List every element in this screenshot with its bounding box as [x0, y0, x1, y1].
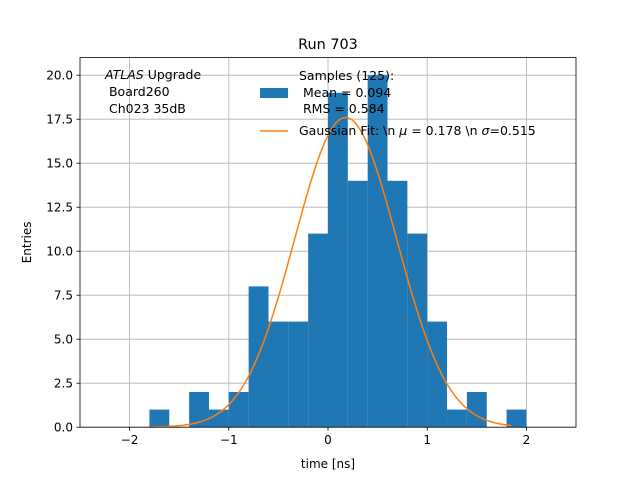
histogram-bar: [228, 392, 249, 428]
annotation-line2: Board260: [105, 84, 170, 99]
x-tick-label: 1: [423, 433, 431, 447]
y-tick-label: 20.0: [46, 69, 73, 83]
legend-samples-line2: Mean = 0.094: [299, 85, 391, 100]
legend-samples-swatch: [260, 88, 288, 98]
histogram-bar: [427, 321, 448, 428]
x-tick-label: 0: [324, 433, 332, 447]
histogram-bar: [407, 233, 428, 428]
gaussian-fit: [149, 116, 512, 428]
y-tick-label: 12.5: [46, 201, 73, 215]
legend-samples-line3: RMS = 0.584: [299, 101, 385, 116]
y-tick-label: 5.0: [54, 333, 73, 347]
histogram-bar: [367, 75, 388, 428]
histogram-bar: [208, 409, 229, 428]
y-tick-label: 17.5: [46, 113, 73, 127]
histogram-bar: [506, 409, 527, 428]
gaussian-fit-curve: [149, 116, 512, 428]
x-axis-label: time [ns]: [301, 457, 355, 471]
histogram-bar: [347, 180, 368, 428]
y-tick-label: 10.0: [46, 245, 73, 259]
histogram-bar: [387, 180, 408, 428]
annotation-upgrade: Upgrade: [144, 67, 202, 82]
x-tick-label: 2: [523, 433, 531, 447]
histogram-bar: [447, 409, 467, 428]
y-tick-label: 15.0: [46, 157, 73, 171]
legend-fit-label: Gaussian Fit: \n μ = 0.178 \n σ=0.515: [299, 123, 536, 138]
histogram-bar: [308, 233, 328, 428]
annotation-line1: ATLAS Upgrade: [104, 67, 201, 82]
histogram-bar: [189, 392, 209, 428]
legend: Samples (125): Mean = 0.094 RMS = 0.584 …: [260, 68, 536, 138]
histogram-bar: [288, 321, 309, 428]
annotation-atlas: ATLAS: [104, 67, 144, 82]
histogram-bar: [248, 286, 269, 428]
y-tick-label: 0.0: [54, 421, 73, 435]
x-tick-label: −1: [220, 433, 238, 447]
histogram-bars: [149, 75, 527, 428]
annotation-line3: Ch023 35dB: [105, 101, 186, 116]
y-tick-label: 7.5: [54, 289, 73, 303]
y-axis-label: Entries: [20, 222, 34, 264]
histogram-bar: [466, 392, 487, 428]
y-axis-ticks: 0.0 2.5 5.0 7.5 10.0 12.5 15.0 17.5 20.0: [46, 69, 80, 435]
histogram-bar: [328, 92, 348, 428]
histogram-bar: [268, 321, 289, 428]
atlas-annotation: ATLAS Upgrade Board260 Ch023 35dB: [104, 67, 201, 116]
x-axis-ticks: −2 −1 0 1 2: [121, 427, 530, 447]
histogram-bar: [149, 409, 170, 428]
y-tick-label: 2.5: [54, 377, 73, 391]
legend-samples-line1: Samples (125):: [299, 68, 394, 83]
x-tick-label: −2: [121, 433, 139, 447]
chart-title: Run 703: [298, 37, 358, 53]
